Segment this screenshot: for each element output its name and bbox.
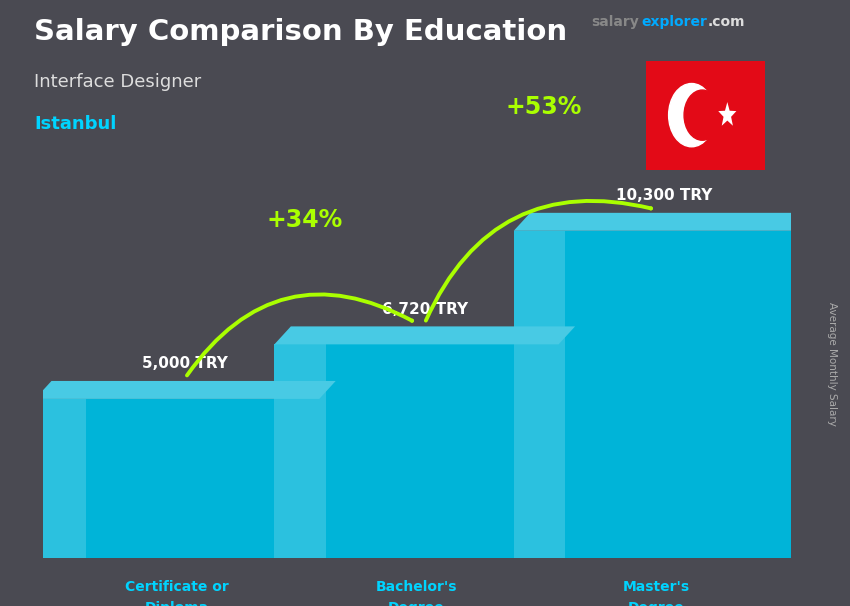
Polygon shape [513, 213, 814, 231]
Text: explorer: explorer [642, 15, 707, 29]
Text: 5,000 TRY: 5,000 TRY [143, 356, 229, 371]
Text: Bachelor's
Degree: Bachelor's Degree [376, 581, 457, 606]
Text: Certificate or
Diploma: Certificate or Diploma [125, 581, 229, 606]
Text: 6,720 TRY: 6,720 TRY [382, 302, 468, 316]
Text: +34%: +34% [266, 208, 343, 232]
Circle shape [669, 84, 715, 147]
Polygon shape [275, 344, 558, 558]
Text: .com: .com [708, 15, 745, 29]
Text: +53%: +53% [506, 95, 582, 119]
Text: Interface Designer: Interface Designer [34, 73, 201, 91]
Polygon shape [513, 231, 798, 558]
Circle shape [684, 90, 721, 140]
Text: 10,300 TRY: 10,300 TRY [616, 188, 712, 203]
Polygon shape [558, 327, 575, 558]
Text: salary: salary [591, 15, 638, 29]
Text: Salary Comparison By Education: Salary Comparison By Education [34, 18, 567, 46]
Text: Istanbul: Istanbul [34, 115, 116, 133]
Polygon shape [718, 102, 736, 125]
Polygon shape [275, 327, 575, 344]
Polygon shape [320, 381, 336, 558]
Polygon shape [35, 381, 336, 399]
Polygon shape [275, 344, 326, 558]
FancyBboxPatch shape [644, 58, 767, 172]
Text: Master's
Degree: Master's Degree [622, 581, 689, 606]
Text: Average Monthly Salary: Average Monthly Salary [827, 302, 837, 425]
Polygon shape [35, 399, 320, 558]
Polygon shape [35, 399, 86, 558]
Polygon shape [513, 231, 565, 558]
Polygon shape [798, 213, 814, 558]
